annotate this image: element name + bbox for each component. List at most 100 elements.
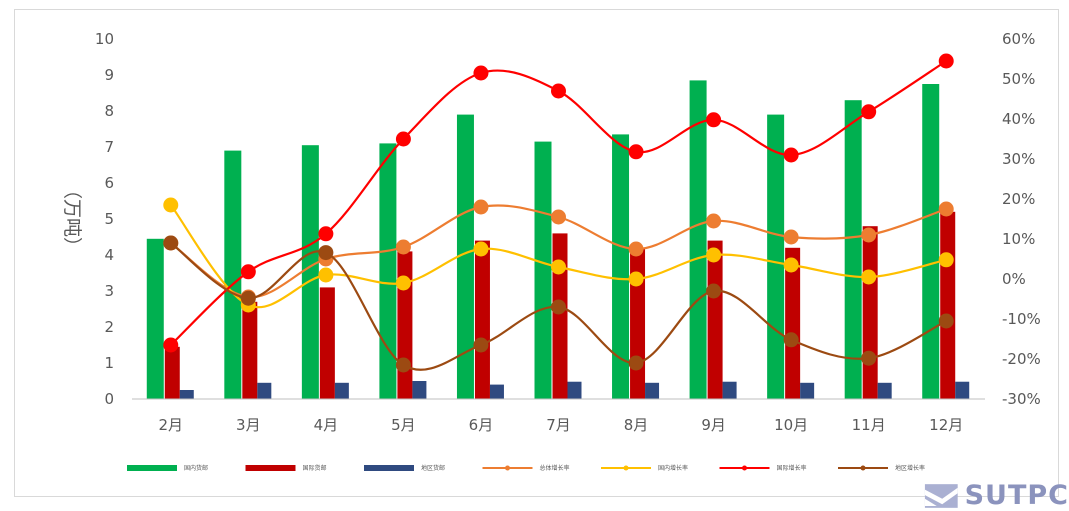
x-tick-label: 2月	[158, 416, 183, 434]
bar-domestic	[922, 84, 940, 399]
bar-international	[707, 240, 723, 399]
bar-international	[319, 287, 335, 399]
bar-regional	[877, 382, 892, 399]
line-point	[473, 337, 489, 353]
y-tick-label: 1	[104, 354, 114, 372]
bar-regional	[179, 390, 194, 399]
line-point	[783, 257, 799, 273]
legend-label: 国内货邮	[184, 464, 208, 472]
line-series-1	[169, 204, 947, 309]
legend-label: 国际货邮	[303, 464, 327, 472]
line-point	[783, 229, 799, 245]
bar-regional	[257, 382, 272, 399]
y2-tick-label: 60%	[1002, 30, 1035, 48]
line-point	[861, 104, 877, 120]
x-tick-label: 11月	[852, 416, 886, 434]
y-tick-label: 4	[104, 246, 114, 264]
y2-tick-label: 30%	[1002, 150, 1035, 168]
y2-tick-label: 0%	[1002, 270, 1026, 288]
line-point	[706, 247, 722, 263]
bar-domestic	[689, 80, 707, 400]
legend-swatch	[364, 465, 414, 471]
line-point	[628, 355, 644, 371]
sutpc-logo-icon	[924, 483, 958, 508]
watermark-text: SUTPC	[964, 480, 1069, 511]
line-point	[861, 350, 877, 366]
x-tick-label: 3月	[236, 416, 261, 434]
bar-domestic	[844, 100, 862, 399]
bar-domestic	[534, 141, 552, 399]
x-tick-label: 5月	[391, 416, 416, 434]
bar-international	[164, 346, 180, 399]
x-tick-label: 7月	[546, 416, 571, 434]
bar-regional	[955, 381, 970, 399]
y-tick-label: 9	[104, 66, 114, 84]
bar-domestic	[379, 143, 397, 399]
bar-international	[552, 233, 568, 399]
y-axis-label: （万吨）	[61, 180, 83, 256]
y-tick-label: 6	[104, 174, 114, 192]
line-point	[938, 53, 954, 69]
line-point	[551, 259, 566, 275]
line-point	[318, 226, 334, 242]
y-tick-label: 7	[104, 138, 114, 156]
legend-label: 地区货邮	[421, 464, 445, 472]
legend-marker	[623, 465, 629, 471]
line-point	[395, 131, 411, 147]
bar-regional	[722, 381, 737, 399]
legend-marker	[860, 465, 866, 471]
y2-tick-label: -20%	[1002, 350, 1041, 368]
legend: 国内货邮 国际货邮 地区货邮 总体增长率 国内增长率 国际增长率 地区增长率	[127, 464, 925, 472]
line-point	[163, 337, 179, 353]
x-tick-label: 12月	[929, 416, 963, 434]
legend-label: 地区增长率	[895, 464, 925, 472]
legend-label: 国际增长率	[777, 464, 807, 472]
line-point	[240, 290, 256, 306]
bar-regional	[412, 381, 427, 399]
tick-labels: 0 1 2 3 4 5 6 7 8 9 10 -30% -20% -10% 0% 10% 20% 30% 40% 50…	[95, 30, 1041, 434]
y2-tick-label: 20%	[1002, 190, 1035, 208]
line-point	[551, 83, 566, 99]
x-tick-label: 4月	[314, 416, 339, 434]
legend-marker	[742, 465, 747, 471]
line-point	[395, 357, 411, 373]
y2-tick-label: -30%	[1002, 390, 1041, 408]
y-tick-label: 3	[104, 282, 114, 300]
y2-tick-label: -10%	[1002, 310, 1041, 328]
watermark: SUTPC	[924, 480, 1069, 511]
bar-international	[630, 247, 646, 399]
bar-domestic	[301, 145, 319, 399]
bar-regional	[645, 382, 660, 399]
line-point	[318, 245, 334, 261]
legend-label: 总体增长率	[540, 464, 570, 472]
line-point	[938, 201, 954, 217]
bar-international	[474, 240, 490, 399]
line-point	[163, 235, 179, 251]
line-point	[706, 112, 722, 128]
line-point	[783, 332, 799, 348]
bar-domestic	[456, 114, 474, 399]
line-point	[938, 252, 954, 268]
bar-regional	[489, 384, 504, 399]
lines	[163, 53, 954, 373]
line-point	[628, 144, 644, 160]
line-point	[938, 313, 954, 329]
x-tick-label: 6月	[469, 416, 494, 434]
x-tick-label: 9月	[701, 416, 726, 434]
line-point	[706, 283, 722, 299]
line-point	[861, 269, 877, 285]
legend-swatch	[245, 465, 296, 471]
line-point	[706, 213, 722, 229]
bar-international	[242, 301, 258, 399]
line-point	[318, 267, 334, 283]
bar-international	[397, 251, 413, 399]
line-point	[395, 275, 411, 291]
line-point	[783, 147, 799, 163]
y-tick-label: 5	[104, 210, 114, 228]
x-tick-label: 10月	[774, 416, 808, 434]
bar-domestic	[612, 134, 630, 399]
bar-international	[785, 247, 801, 399]
y2-tick-label: 50%	[1002, 70, 1035, 88]
bar-domestic	[224, 150, 242, 399]
